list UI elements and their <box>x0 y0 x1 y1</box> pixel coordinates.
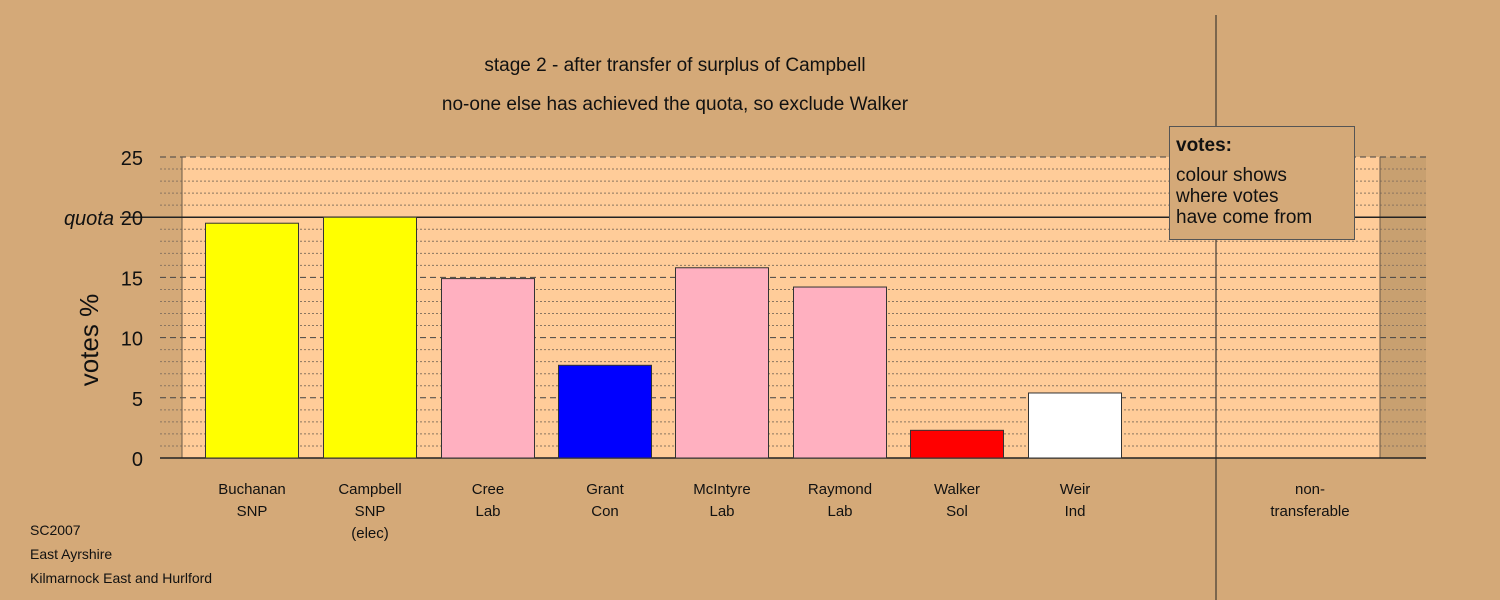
legend-box: votes: colour shows where votes have com… <box>1169 126 1355 240</box>
y-tick-label: 20 <box>121 208 143 230</box>
x-tick-label: Grant <box>586 481 624 498</box>
x-tick-label: McIntyre <box>693 481 751 498</box>
y-tick-label: 15 <box>121 268 143 290</box>
y-tick-label: 10 <box>121 329 143 351</box>
y-tick-label: 5 <box>132 389 143 411</box>
x-tick-label: Cree <box>472 481 505 498</box>
x-tick-label: Sol <box>946 503 968 520</box>
bar <box>323 216 417 459</box>
y-tick-label: 25 <box>121 148 143 170</box>
bars <box>205 216 1122 459</box>
chart-subtitle: no-one else has achieved the quota, so e… <box>441 94 909 115</box>
plot-right-shade <box>1380 157 1426 458</box>
bar <box>441 278 535 459</box>
x-labels: Buchanan SNP Campbell SNP (elec) Cree Lab Grant… <box>218 481 1349 542</box>
legend-title: votes: <box>1176 135 1232 156</box>
x-tick-label: (elec) <box>351 525 389 542</box>
x-tick-label: Campbell <box>338 481 401 498</box>
x-tick-label: Ind <box>1065 503 1086 520</box>
bar <box>558 364 652 459</box>
bar <box>793 286 887 459</box>
footer-council: East Ayrshire <box>30 546 113 562</box>
x-tick-label: Weir <box>1060 481 1091 498</box>
x-tick-label: transferable <box>1270 503 1349 520</box>
legend-text: colour shows where votes have come from <box>1176 165 1313 228</box>
bar <box>910 429 1004 459</box>
x-tick-label: Walker <box>934 481 980 498</box>
x-tick-label: Lab <box>709 503 734 520</box>
footer-ward: Kilmarnock East and Hurlford <box>30 570 213 586</box>
x-tick-label: SNP <box>237 503 268 520</box>
x-tick-label: Raymond <box>808 481 872 498</box>
x-tick-label: SNP <box>355 503 386 520</box>
x-tick-label: Lab <box>475 503 500 520</box>
y-axis: 0 5 10 15 20 25 quota <box>64 148 143 471</box>
chart-title: stage 2 - after transfer of surplus of C… <box>484 55 866 76</box>
footer-election: SC2007 <box>30 522 81 538</box>
quota-label: quota <box>64 208 114 230</box>
y-axis-label: votes % <box>74 294 104 387</box>
x-tick-label: Lab <box>827 503 852 520</box>
y-tick-label: 0 <box>132 449 143 471</box>
bar <box>1028 392 1122 459</box>
bar <box>675 267 769 459</box>
bar <box>205 222 299 459</box>
x-tick-label: non- <box>1295 481 1325 498</box>
x-tick-label: Buchanan <box>218 481 286 498</box>
x-tick-label: Con <box>591 503 619 520</box>
